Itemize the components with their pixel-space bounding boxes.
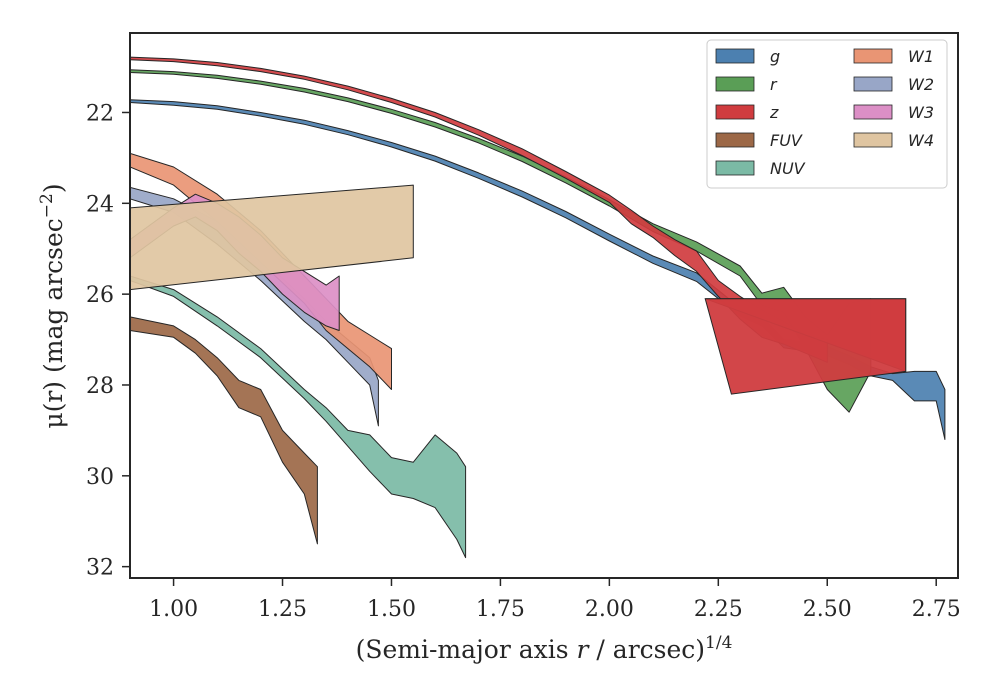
x-tick-label: 2.00: [585, 597, 634, 622]
x-tick-label: 1.50: [367, 597, 416, 622]
x-tick-label: 2.25: [694, 597, 743, 622]
y-axis-label: μ(r) (mag arcsec−2): [37, 183, 68, 428]
band-w4: [130, 184, 414, 291]
x-tick-label: 2.75: [912, 597, 961, 622]
y-axis: 22 24 26 28 30 32: [86, 101, 130, 581]
x-tick-label: 1.75: [476, 597, 525, 622]
y-tick-label: 30: [86, 465, 114, 490]
legend-swatch-g: [715, 48, 755, 64]
plot-frame: [129, 32, 959, 579]
legend-swatch-r: [715, 76, 755, 92]
y-tick-label: 28: [86, 374, 114, 399]
legend-label-r: r: [770, 75, 778, 94]
legend-swatch-fuv: [715, 132, 755, 148]
legend-label-nuv: NUV: [770, 159, 806, 178]
legend-swatch-w1: [853, 48, 893, 64]
x-axis: 1.00 1.25 1.50 1.75 2.00 2.25 2.50 2.75: [149, 578, 961, 622]
band-nuv: [130, 275, 467, 559]
x-tick-label: 1.25: [258, 597, 307, 622]
y-tick-label: 24: [86, 192, 114, 217]
legend-label-w1: W1: [908, 47, 934, 66]
band-g: [130, 99, 946, 440]
x-axis-label: (Semi-major axis r / arcsec)1/4: [356, 633, 733, 664]
legend-swatch-nuv: [715, 160, 755, 176]
legend-swatch-w4: [853, 132, 893, 148]
x-tick-label: 2.50: [803, 597, 852, 622]
legend-swatch-w3: [853, 104, 893, 120]
legend-swatch-w2: [853, 76, 893, 92]
legend-label-w2: W2: [908, 75, 934, 94]
plot-area: [130, 56, 946, 559]
y-tick-label: 22: [86, 101, 114, 126]
band-z-outer-1: [704, 298, 907, 395]
legend-label-z: z: [769, 103, 779, 122]
legend-label-w3: W3: [908, 103, 934, 122]
x-tick-label: 1.00: [149, 597, 198, 622]
legend-swatch-z: [715, 104, 755, 120]
band-fuv: [130, 316, 318, 545]
legend-label-w4: W4: [908, 131, 934, 150]
legend: grz FUV NUV W1 W2 W3 W4: [706, 39, 948, 189]
legend-label-fuv: FUV: [770, 131, 803, 150]
y-tick-label: 32: [86, 556, 114, 581]
legend-label-g: g: [770, 47, 780, 66]
y-tick-label: 26: [86, 283, 114, 308]
